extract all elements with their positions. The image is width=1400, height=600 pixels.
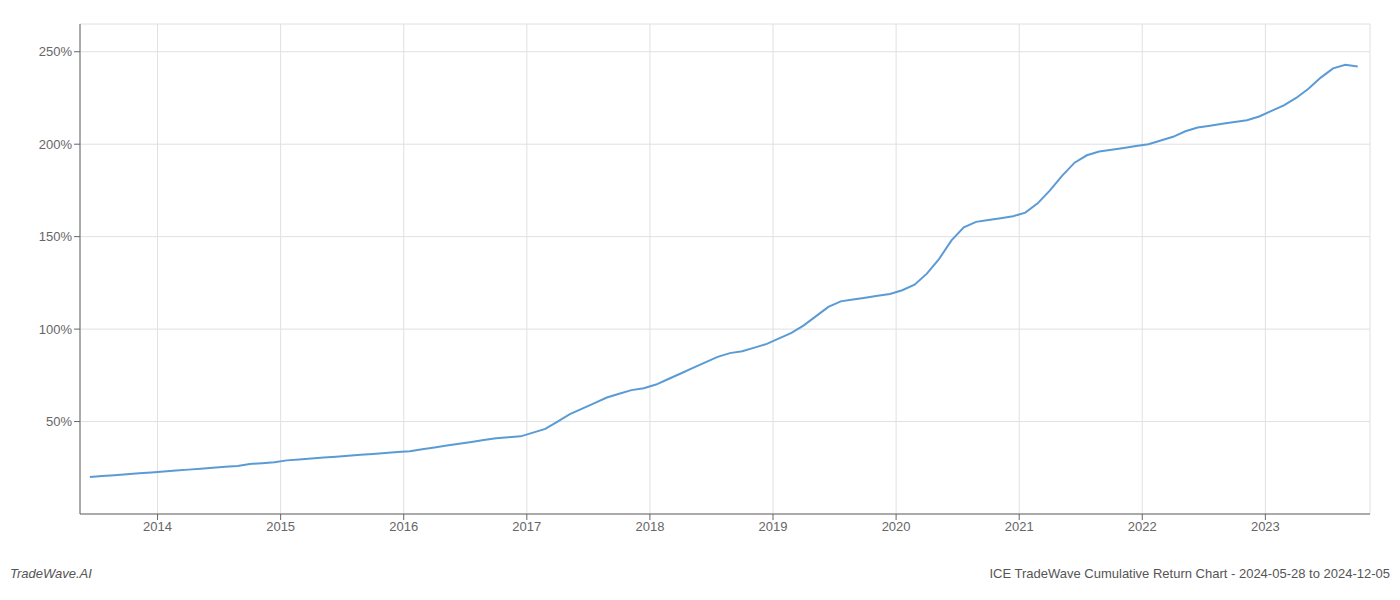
svg-text:2017: 2017 bbox=[512, 519, 541, 534]
svg-text:100%: 100% bbox=[39, 322, 73, 337]
svg-text:2019: 2019 bbox=[759, 519, 788, 534]
svg-text:2022: 2022 bbox=[1128, 519, 1157, 534]
svg-text:2023: 2023 bbox=[1251, 519, 1280, 534]
html-text:ICE TradeWave Cumulative Retur: ICE TradeWave Cumulative Return Chart - … bbox=[989, 566, 1390, 581]
svg-text:2020: 2020 bbox=[882, 519, 911, 534]
svg-text:2018: 2018 bbox=[635, 519, 664, 534]
svg-text:2015: 2015 bbox=[266, 519, 295, 534]
html-text:TradeWave.AI: TradeWave.AI bbox=[10, 566, 92, 581]
svg-text:200%: 200% bbox=[39, 137, 73, 152]
svg-text:2016: 2016 bbox=[389, 519, 418, 534]
svg-text:50%: 50% bbox=[46, 414, 72, 429]
svg-text:2021: 2021 bbox=[1005, 519, 1034, 534]
svg-text:2014: 2014 bbox=[143, 519, 172, 534]
svg-text:150%: 150% bbox=[39, 229, 73, 244]
svg-text:250%: 250% bbox=[39, 44, 73, 59]
